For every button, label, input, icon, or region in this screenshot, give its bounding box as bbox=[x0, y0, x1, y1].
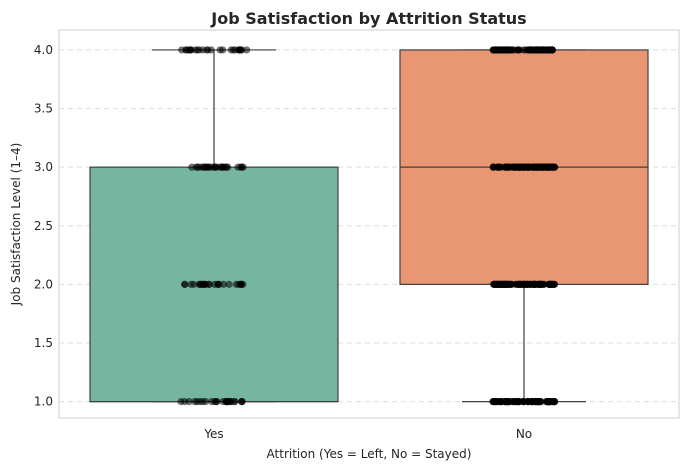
strip-point bbox=[193, 397, 201, 406]
strip-point bbox=[546, 280, 555, 288]
strip-point bbox=[224, 163, 232, 171]
y-tick-label: 1.5 bbox=[34, 336, 53, 350]
y-tick-label: 2.0 bbox=[34, 277, 53, 291]
strip-point bbox=[239, 163, 247, 171]
strip-point bbox=[503, 163, 511, 171]
strip-point bbox=[227, 46, 235, 54]
strip-point bbox=[497, 397, 505, 406]
strip-point bbox=[525, 163, 534, 171]
strip-point bbox=[225, 280, 233, 288]
strip-point bbox=[515, 46, 523, 54]
strip-point bbox=[237, 46, 245, 54]
strip-point bbox=[510, 163, 518, 171]
strip-point bbox=[200, 163, 208, 171]
chart-title: Job Satisfaction by Attrition Status bbox=[210, 9, 526, 28]
strip-point bbox=[546, 397, 554, 406]
strip-point bbox=[548, 46, 556, 54]
strip-point bbox=[181, 280, 189, 288]
strip-point bbox=[200, 280, 208, 288]
strip-point bbox=[515, 280, 523, 288]
strip-point bbox=[194, 163, 202, 171]
strip-point bbox=[534, 46, 542, 54]
strip-point bbox=[539, 280, 547, 288]
strip-point bbox=[543, 46, 551, 54]
strip-point bbox=[202, 397, 210, 406]
strip-point bbox=[508, 397, 516, 406]
strip-point bbox=[185, 397, 193, 406]
x-tick-label-yes: Yes bbox=[203, 427, 223, 441]
y-axis-label: Job Satisfaction Level (1–4) bbox=[9, 143, 23, 307]
strip-point bbox=[211, 397, 219, 406]
y-tick-label: 1.0 bbox=[34, 395, 53, 409]
y-axis-ticks: 1.0 1.5 2.0 2.5 3.0 3.5 4.0 bbox=[34, 43, 53, 409]
strip-point bbox=[210, 163, 218, 171]
strip-point bbox=[238, 397, 246, 406]
strip-point bbox=[207, 46, 215, 54]
strip-point bbox=[230, 397, 238, 406]
strip-point bbox=[506, 46, 514, 54]
strip-point bbox=[211, 280, 219, 288]
strip-point bbox=[500, 280, 508, 288]
strip-point bbox=[234, 163, 242, 171]
strip-point bbox=[534, 397, 542, 406]
y-tick-label: 3.0 bbox=[34, 160, 53, 174]
y-tick-label: 2.5 bbox=[34, 219, 53, 233]
strip-point bbox=[494, 46, 502, 54]
y-tick-label: 4.0 bbox=[34, 43, 53, 57]
x-axis-label: Attrition (Yes = Left, No = Stayed) bbox=[267, 447, 472, 461]
strip-point bbox=[529, 280, 537, 288]
strip-point bbox=[531, 163, 539, 171]
strip-points bbox=[177, 46, 559, 406]
strip-point bbox=[494, 280, 502, 288]
strip-point bbox=[190, 280, 198, 288]
strip-point bbox=[178, 46, 186, 54]
strip-point bbox=[237, 280, 245, 288]
x-axis-ticks: Yes No bbox=[203, 427, 532, 441]
strip-point bbox=[529, 397, 537, 406]
strip-point bbox=[193, 46, 201, 54]
strip-point bbox=[543, 163, 552, 171]
y-tick-label: 3.5 bbox=[34, 102, 53, 116]
strip-point bbox=[216, 163, 224, 171]
strip-point bbox=[491, 397, 499, 406]
strip-point bbox=[222, 397, 230, 406]
strip-point bbox=[515, 397, 523, 406]
strip-point bbox=[216, 46, 224, 54]
strip-point bbox=[186, 46, 194, 54]
strip-point bbox=[506, 280, 514, 288]
x-tick-label-no: No bbox=[516, 427, 532, 441]
strip-point bbox=[520, 280, 529, 288]
strip-point bbox=[496, 163, 504, 171]
